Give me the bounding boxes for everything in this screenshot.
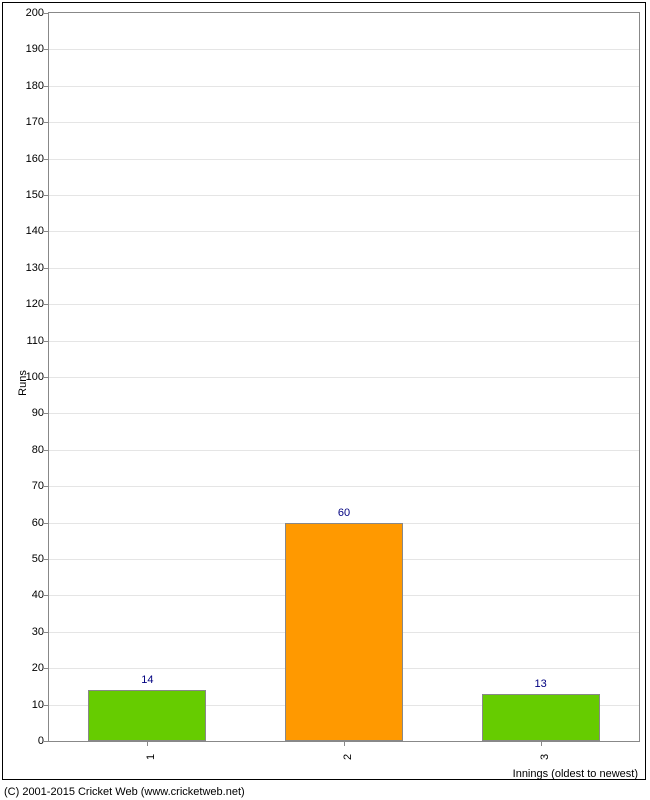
y-tick-mark xyxy=(44,668,48,669)
y-tick-label: 150 xyxy=(26,189,44,201)
bar-value-label: 60 xyxy=(338,507,350,519)
y-tick-label: 170 xyxy=(26,116,44,128)
chart-container: 0102030405060708090100110120130140150160… xyxy=(0,0,650,800)
gridline xyxy=(49,341,639,342)
y-tick-mark xyxy=(44,450,48,451)
x-axis-label: Innings (oldest to newest) xyxy=(513,768,638,780)
y-tick-label: 90 xyxy=(32,407,44,419)
y-tick-label: 160 xyxy=(26,153,44,165)
y-tick-label: 50 xyxy=(32,553,44,565)
x-tick-label: 3 xyxy=(539,754,551,760)
gridline xyxy=(49,304,639,305)
y-tick-label: 130 xyxy=(26,262,44,274)
x-tick-label: 2 xyxy=(342,754,354,760)
y-tick-mark xyxy=(44,13,48,14)
x-tick-mark xyxy=(541,742,542,746)
gridline xyxy=(49,377,639,378)
y-tick-mark xyxy=(44,632,48,633)
y-tick-mark xyxy=(44,523,48,524)
y-tick-mark xyxy=(44,231,48,232)
y-tick-mark xyxy=(44,486,48,487)
gridline xyxy=(49,413,639,414)
y-tick-label: 180 xyxy=(26,80,44,92)
y-tick-mark xyxy=(44,705,48,706)
y-tick-label: 30 xyxy=(32,626,44,638)
gridline xyxy=(49,159,639,160)
y-tick-label: 10 xyxy=(32,699,44,711)
y-tick-mark xyxy=(44,377,48,378)
bar xyxy=(88,690,206,741)
y-tick-mark xyxy=(44,304,48,305)
y-tick-mark xyxy=(44,741,48,742)
gridline xyxy=(49,49,639,50)
gridline xyxy=(49,195,639,196)
y-tick-label: 190 xyxy=(26,43,44,55)
y-tick-mark xyxy=(44,559,48,560)
y-tick-label: 120 xyxy=(26,298,44,310)
y-tick-label: 80 xyxy=(32,444,44,456)
y-tick-mark xyxy=(44,195,48,196)
y-tick-label: 70 xyxy=(32,480,44,492)
y-tick-mark xyxy=(44,159,48,160)
y-tick-label: 0 xyxy=(38,735,44,747)
gridline xyxy=(49,268,639,269)
y-tick-mark xyxy=(44,49,48,50)
y-tick-label: 110 xyxy=(26,335,44,347)
gridline xyxy=(49,122,639,123)
y-tick-label: 140 xyxy=(26,225,44,237)
bar xyxy=(285,523,403,741)
y-tick-mark xyxy=(44,341,48,342)
y-tick-label: 200 xyxy=(26,7,44,19)
y-tick-mark xyxy=(44,268,48,269)
bar xyxy=(482,694,600,741)
y-tick-mark xyxy=(44,86,48,87)
y-tick-mark xyxy=(44,122,48,123)
bar-value-label: 13 xyxy=(535,678,547,690)
gridline xyxy=(49,450,639,451)
y-tick-mark xyxy=(44,595,48,596)
gridline xyxy=(49,486,639,487)
gridline xyxy=(49,86,639,87)
y-tick-label: 40 xyxy=(32,589,44,601)
y-tick-mark xyxy=(44,413,48,414)
gridline xyxy=(49,231,639,232)
y-tick-label: 60 xyxy=(32,517,44,529)
x-tick-label: 1 xyxy=(145,754,157,760)
bar-value-label: 14 xyxy=(141,674,153,686)
y-axis-label: Runs xyxy=(17,370,29,396)
x-tick-mark xyxy=(147,742,148,746)
copyright-text: (C) 2001-2015 Cricket Web (www.cricketwe… xyxy=(4,786,245,798)
x-tick-mark xyxy=(344,742,345,746)
y-tick-label: 20 xyxy=(32,662,44,674)
